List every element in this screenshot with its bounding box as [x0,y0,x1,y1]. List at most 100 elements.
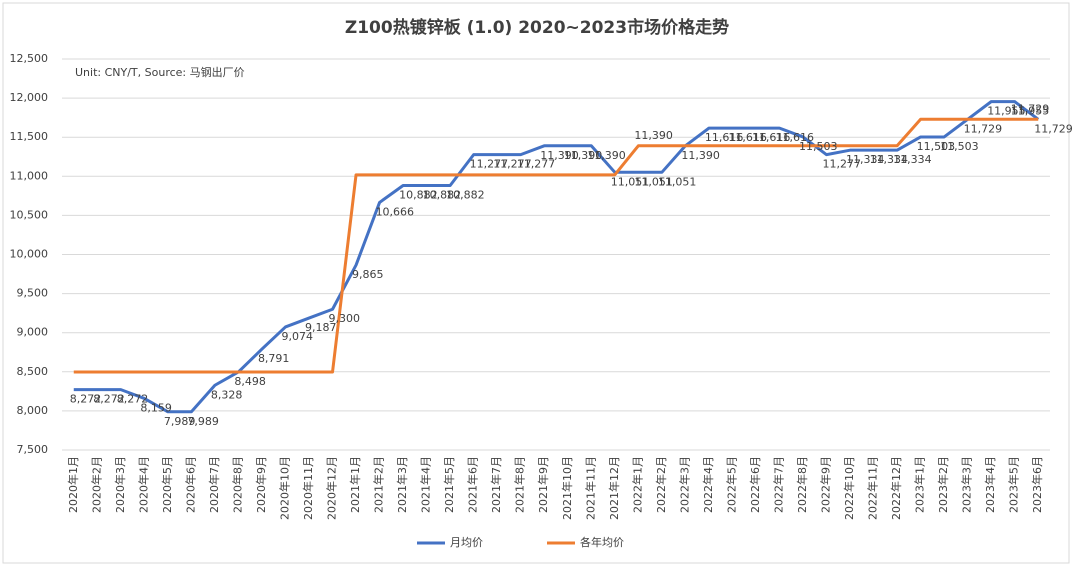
data-label: 11,729 [964,122,1003,135]
y-tick-label: 11,500 [10,130,49,143]
legend-label: 各年均价 [580,535,624,549]
data-label: 11,334 [846,153,885,166]
x-tick-label: 2020年4月 [136,456,150,513]
data-label: 8,272 [93,393,125,406]
data-label: 11,390 [587,149,626,162]
data-label: 8,159 [140,401,172,414]
y-tick-label: 9,500 [17,287,49,300]
y-tick-label: 7,500 [17,443,49,456]
y-tick-label: 8,000 [17,404,49,417]
chart-title: Z100热镀锌板 (1.0) 2020~2023市场价格走势 [345,17,729,38]
data-label: 11,051 [634,175,673,188]
data-label: 11,616 [728,131,767,144]
data-label: 11,616 [752,131,791,144]
data-label: 10,882 [446,189,485,202]
data-label: 11,729 [1011,102,1050,115]
data-label: 11,503 [799,140,838,153]
data-label: 8,791 [258,352,290,365]
y-tick-label: 12,500 [10,52,49,65]
y-tick-label: 11,000 [10,169,49,182]
data-label: 10,882 [423,189,462,202]
x-tick-label: 2022年8月 [795,456,809,513]
data-label: 11,503 [940,140,979,153]
x-tick-label: 2021年3月 [395,456,409,513]
data-label: 9,300 [329,312,361,325]
x-tick-label: 2022年6月 [748,456,762,513]
x-tick-label: 2022年3月 [677,456,691,513]
data-label: 11,729 [1034,122,1073,135]
x-tick-label: 2022年11月 [866,456,880,520]
x-tick-label: 2022年4月 [701,456,715,513]
x-tick-label: 2020年9月 [254,456,268,513]
x-tick-label: 2021年7月 [489,456,503,513]
y-tick-label: 10,000 [10,248,49,261]
legend-label: 月均价 [450,536,483,549]
x-tick-label: 2023年1月 [913,456,927,513]
x-tick-label: 2022年9月 [819,456,833,513]
data-label: 11,051 [611,175,650,188]
y-tick-label: 9,000 [17,326,49,339]
x-tick-label: 2020年1月 [66,456,80,513]
x-tick-label: 2021年11月 [583,456,597,520]
x-tick-label: 2022年12月 [889,456,903,520]
data-label: 11,390 [540,149,579,162]
data-label: 11,390 [634,129,673,142]
x-tick-label: 2021年2月 [372,456,386,513]
data-label: 11,277 [493,158,532,171]
x-tick-label: 2022年10月 [842,456,856,520]
data-label: 11,277 [823,158,862,171]
data-label: 11,616 [775,131,814,144]
series-line [73,117,1039,374]
data-label: 11,334 [893,153,932,166]
x-tick-label: 2020年12月 [325,456,339,520]
data-label: 8,272 [117,393,149,406]
x-tick-label: 2022年5月 [724,456,738,513]
x-tick-label: 2020年10月 [277,456,291,520]
x-tick-label: 2023年3月 [960,456,974,513]
data-label: 11,334 [870,153,909,166]
x-tick-label: 2023年5月 [1007,456,1021,513]
data-label: 9,865 [352,268,384,281]
x-tick-label: 2021年10月 [560,456,574,520]
x-tick-label: 2023年2月 [936,456,950,513]
data-label: 9,187 [305,321,337,334]
series-line [73,100,1040,414]
data-label: 11,390 [681,149,720,162]
data-label: 8,328 [211,388,243,401]
data-label: 11,955 [1011,105,1050,118]
data-label: 10,666 [376,205,415,218]
data-label: 11,277 [470,158,509,171]
x-tick-label: 2020年2月 [89,456,103,513]
annotation: Unit: CNY/T, Source: 马钢出厂价 [75,65,245,79]
y-tick-label: 12,000 [10,91,49,104]
x-tick-label: 2020年8月 [230,456,244,513]
y-tick-label: 8,500 [17,365,49,378]
x-tick-label: 2021年5月 [442,456,456,513]
x-tick-label: 2020年3月 [113,456,127,513]
data-label: 7,989 [164,415,196,428]
data-label: 11,616 [705,131,744,144]
x-tick-label: 2023年6月 [1030,456,1044,513]
x-tick-label: 2021年1月 [348,456,362,513]
x-tick-label: 2023年4月 [983,456,997,513]
x-tick-label: 2020年11月 [301,456,315,520]
y-tick-label: 10,500 [10,208,49,221]
data-label: 8,498 [234,375,266,388]
x-tick-label: 2021年8月 [513,456,527,513]
data-label: 10,882 [399,189,438,202]
x-tick-label: 2020年6月 [183,456,197,513]
x-tick-label: 2022年7月 [771,456,785,513]
data-label: 8,272 [70,393,102,406]
x-tick-label: 2021年4月 [419,456,433,513]
data-label: 11,051 [658,175,697,188]
x-tick-label: 2022年2月 [654,456,668,513]
data-label: 11,277 [517,158,556,171]
x-tick-label: 2021年9月 [536,456,550,513]
x-tick-label: 2021年6月 [466,456,480,513]
data-label: 9,074 [281,330,313,343]
x-tick-label: 2020年7月 [207,456,221,513]
data-label: 11,955 [987,105,1025,118]
x-tick-label: 2021年12月 [607,456,621,520]
